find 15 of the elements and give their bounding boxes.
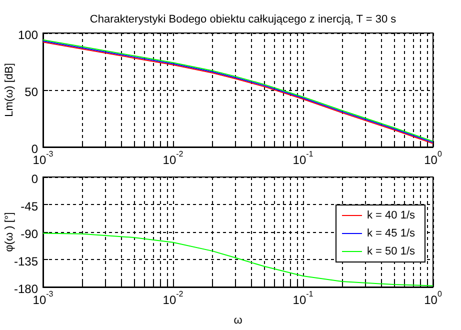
y-tick-label: -90 [20, 227, 38, 241]
chart-title: Charakterystyki Bodego obiektu całkującego z inercją, T = 30 s [90, 14, 397, 26]
x-axis-title: ω [234, 314, 243, 326]
y-tick-label: 0 [31, 172, 38, 186]
y-axis-title: φ(ω ) [°] [4, 212, 16, 252]
legend-label: k = 50 1/s [367, 246, 416, 258]
y-axis-title: Lm(ω) [dB] [4, 63, 16, 117]
y-tick-label: 50 [24, 85, 38, 99]
y-tick-label: -45 [20, 200, 38, 214]
y-tick-label: -180 [14, 282, 38, 296]
y-tick-label: -135 [14, 254, 38, 268]
y-tick-label: 0 [31, 142, 38, 156]
legend-label: k = 40 1/s [367, 210, 416, 222]
legend-label: k = 45 1/s [367, 228, 416, 240]
y-tick-label: 100 [18, 28, 38, 42]
